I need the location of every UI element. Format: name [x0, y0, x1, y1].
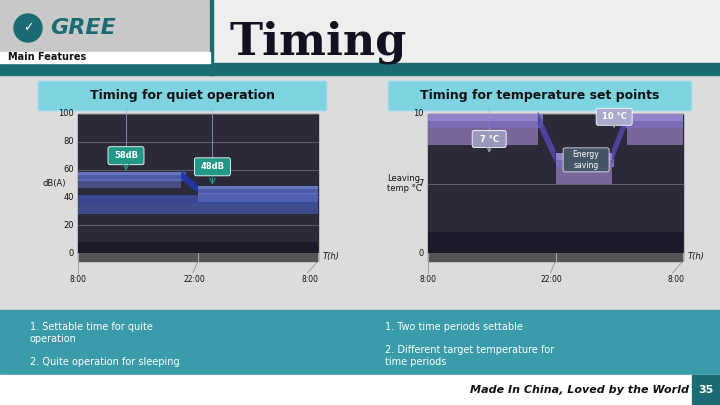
- Text: T(h): T(h): [323, 252, 340, 262]
- Text: dB(A): dB(A): [42, 179, 66, 188]
- Text: 10 °C: 10 °C: [602, 112, 626, 121]
- Bar: [0, 375, 720, 405]
- Polygon shape: [428, 114, 538, 121]
- Bar: [0, 52, 210, 63]
- Text: 35: 35: [698, 385, 714, 395]
- Text: ✓: ✓: [23, 21, 33, 34]
- Polygon shape: [78, 242, 318, 253]
- Polygon shape: [556, 167, 611, 183]
- Text: 8:00: 8:00: [667, 275, 684, 284]
- Text: Timing for temperature set points: Timing for temperature set points: [420, 90, 660, 102]
- Polygon shape: [627, 128, 683, 145]
- Text: 1. Settable time for quite
operation

2. Quite operation for sleeping: 1. Settable time for quite operation 2. …: [30, 322, 179, 367]
- Polygon shape: [611, 111, 627, 164]
- Text: 100: 100: [58, 109, 74, 119]
- Text: 1. Two time periods settable

2. Different target temperature for
time periods: 1. Two time periods settable 2. Differen…: [385, 322, 554, 367]
- Polygon shape: [538, 111, 556, 164]
- FancyBboxPatch shape: [596, 108, 632, 125]
- Text: Leaving
temp °C: Leaving temp °C: [387, 174, 421, 193]
- Polygon shape: [627, 114, 683, 121]
- Text: 58dB: 58dB: [114, 151, 138, 160]
- FancyBboxPatch shape: [563, 148, 609, 172]
- Text: GREE: GREE: [50, 18, 116, 38]
- Polygon shape: [428, 114, 543, 128]
- Bar: [428, 253, 683, 261]
- Bar: [78, 253, 318, 261]
- Text: Main Features: Main Features: [8, 53, 86, 62]
- Text: 7: 7: [418, 179, 424, 188]
- Circle shape: [14, 14, 42, 42]
- Text: 0: 0: [68, 249, 74, 258]
- FancyBboxPatch shape: [38, 81, 327, 111]
- Text: 40: 40: [63, 193, 74, 202]
- FancyBboxPatch shape: [388, 81, 692, 111]
- Text: 0: 0: [419, 249, 424, 258]
- Text: T(h): T(h): [688, 252, 705, 262]
- Polygon shape: [556, 153, 611, 160]
- Polygon shape: [78, 179, 181, 188]
- Polygon shape: [78, 203, 318, 214]
- Bar: [428, 114, 683, 253]
- Text: Timing: Timing: [230, 20, 408, 64]
- Bar: [0, 75, 720, 310]
- Bar: [78, 114, 318, 253]
- Bar: [692, 375, 720, 405]
- Text: 8:00: 8:00: [302, 275, 319, 284]
- Text: Made In China, Loved by the World: Made In China, Loved by the World: [470, 385, 690, 395]
- Text: Timing for quiet operation: Timing for quiet operation: [90, 90, 275, 102]
- Polygon shape: [428, 128, 538, 145]
- Polygon shape: [556, 153, 614, 167]
- Bar: [0, 63, 720, 75]
- Bar: [0, 0, 210, 75]
- Bar: [210, 0, 720, 75]
- Polygon shape: [428, 232, 683, 253]
- Text: 22:00: 22:00: [184, 275, 205, 284]
- Text: 10: 10: [413, 109, 424, 119]
- Bar: [0, 310, 720, 375]
- Polygon shape: [198, 193, 318, 202]
- Polygon shape: [624, 114, 683, 128]
- Text: 8:00: 8:00: [420, 275, 436, 284]
- Text: 7 °C: 7 °C: [480, 134, 499, 143]
- Polygon shape: [181, 171, 198, 193]
- Text: 60: 60: [63, 165, 74, 174]
- FancyBboxPatch shape: [108, 147, 144, 165]
- Text: 22:00: 22:00: [541, 275, 562, 284]
- Polygon shape: [78, 195, 318, 205]
- FancyBboxPatch shape: [194, 158, 230, 176]
- Polygon shape: [78, 173, 181, 175]
- Polygon shape: [198, 186, 318, 189]
- Polygon shape: [78, 173, 186, 181]
- Text: 8:00: 8:00: [70, 275, 86, 284]
- Text: 20: 20: [63, 221, 74, 230]
- Text: 48dB: 48dB: [200, 162, 225, 171]
- Text: Energy
saving: Energy saving: [572, 150, 600, 170]
- Polygon shape: [198, 186, 318, 195]
- Text: 80: 80: [63, 137, 74, 146]
- Bar: [210, 0, 213, 75]
- FancyBboxPatch shape: [472, 130, 506, 147]
